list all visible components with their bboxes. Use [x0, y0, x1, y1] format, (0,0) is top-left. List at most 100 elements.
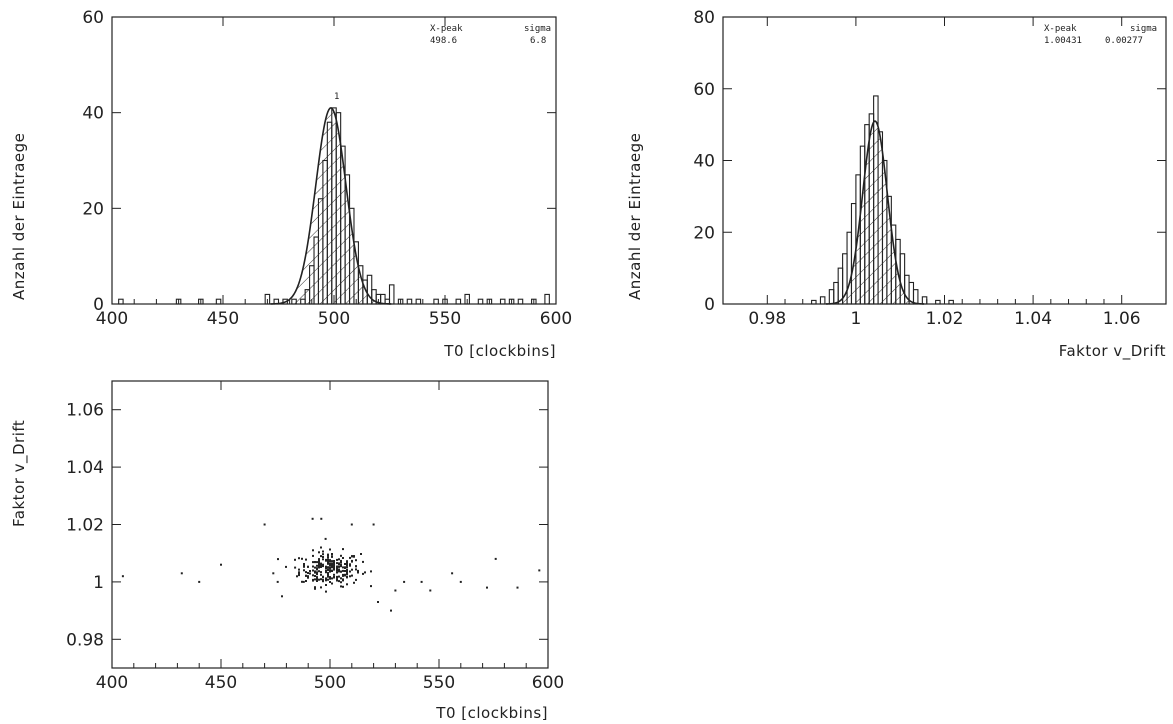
scatter-point [346, 566, 348, 569]
scatter-point [346, 568, 348, 571]
scatter-x-tick-label: 450 [205, 673, 237, 693]
t0-x-tick-label: 400 [96, 309, 128, 329]
scatter-point [336, 562, 338, 565]
scatter-point [351, 555, 353, 558]
vdrift-y-tick-label: 0 [704, 295, 715, 315]
scatter-point [451, 572, 454, 575]
scatter-point [318, 561, 320, 564]
scatter-point [312, 554, 314, 557]
scatter-y-axis-label: Faktor v_Drift [10, 420, 29, 527]
scatter-point [322, 556, 324, 558]
scatter-point [331, 562, 333, 565]
scatter-point [325, 590, 327, 593]
scatter-point [390, 609, 392, 612]
t0-histogram-marks [118, 107, 550, 305]
scatter-point [360, 553, 362, 555]
scatter-point [316, 580, 318, 582]
vdrift-y-tick-label: 80 [693, 8, 715, 28]
scatter-point [320, 578, 322, 581]
scatter-point [320, 564, 322, 567]
scatter-point [303, 564, 305, 567]
t0-y-tick-label: 60 [82, 8, 104, 28]
scatter-point [327, 568, 329, 571]
scatter-point [220, 563, 222, 566]
scatter-point [303, 569, 305, 572]
scatter-point [364, 571, 366, 574]
scatter-point [180, 572, 183, 575]
scatter-point [327, 553, 329, 556]
scatter-point [344, 566, 346, 569]
scatter-point [338, 580, 340, 583]
vdrift-y-tick-label: 20 [693, 223, 715, 243]
scatter-point [336, 578, 338, 581]
scatter-point [325, 565, 327, 568]
scatter-point [346, 583, 348, 586]
scatter-point [320, 573, 322, 576]
scatter-point [340, 563, 342, 566]
scatter-point [318, 578, 320, 581]
scatter-point [329, 563, 331, 566]
scatter-point [351, 574, 353, 577]
t0-fit-hatched-area [270, 107, 392, 304]
scatter-point [355, 568, 357, 571]
scatter-point [403, 580, 406, 583]
scatter-point [429, 589, 432, 592]
scatter-point [342, 578, 344, 581]
t0-histogram-bin [517, 298, 524, 305]
t0-stats-header-peak: X-peak [430, 24, 463, 34]
vdrift-histogram-y-axis-label: Anzahl der Eintraege [626, 133, 644, 300]
vdrift-fit-hatched-area [825, 121, 925, 304]
t0-histogram-ticks: 400 450 500 550 600 0 20 40 60 [82, 8, 572, 329]
scatter-point [327, 575, 329, 578]
scatter-point [333, 573, 335, 576]
scatter-ticks: 400 450 500 550 600 0.98 1 1.02 1.04 1.06 [66, 381, 564, 693]
vdrift-x-tick-label: 1.06 [1103, 309, 1141, 329]
scatter-point [353, 555, 355, 558]
scatter-point [320, 546, 322, 549]
scatter-point [309, 570, 311, 572]
scatter-point [340, 559, 342, 562]
scatter-point [353, 581, 355, 584]
scatter-point [325, 567, 327, 569]
scatter-point [351, 559, 353, 562]
scatter-point [318, 566, 320, 569]
scatter-point [338, 563, 340, 566]
scatter-point [327, 554, 329, 557]
scatter-point [331, 555, 333, 558]
scatter-point [336, 567, 338, 570]
scatter-point [314, 566, 316, 569]
vdrift-histogram-bin [828, 289, 835, 305]
scatter-point [351, 568, 353, 571]
t0-histogram-bin [499, 298, 506, 305]
scatter-point [294, 566, 297, 569]
scatter-point [331, 569, 333, 572]
scatter-point [340, 577, 342, 580]
t0-histogram-bin [415, 298, 422, 305]
scatter-point [322, 550, 324, 553]
scatter-point [309, 572, 311, 575]
vdrift-histogram-stats-box: X-peak sigma 1.00431 0.00277 [1044, 24, 1157, 46]
scatter-point [327, 560, 329, 563]
t0-histogram-bin [388, 284, 395, 305]
t0-histogram-bin [544, 293, 550, 305]
t0-histogram-bin [433, 298, 439, 305]
t0-y-tick-label: 0 [93, 295, 104, 315]
scatter-point [314, 571, 316, 574]
scatter-point [312, 574, 314, 577]
scatter-point [320, 571, 322, 574]
scatter-point [340, 585, 342, 588]
t0-x-tick-label: 550 [429, 309, 461, 329]
vdrift-stats-value-peak: 1.00431 [1044, 36, 1082, 46]
scatter-point [298, 568, 300, 571]
scatter-point [305, 580, 307, 582]
scatter-point [298, 574, 300, 577]
vdrift-stats-header-peak: X-peak [1044, 24, 1077, 34]
scatter-point [377, 601, 379, 603]
scatter-point [325, 558, 327, 561]
scatter-point [322, 580, 324, 583]
scatter-point [338, 562, 340, 565]
t0-gauss-fit-curve [270, 107, 392, 305]
t0-stats-value-peak: 498.6 [430, 36, 457, 46]
scatter-point [314, 561, 316, 563]
scatter-point [316, 561, 318, 564]
